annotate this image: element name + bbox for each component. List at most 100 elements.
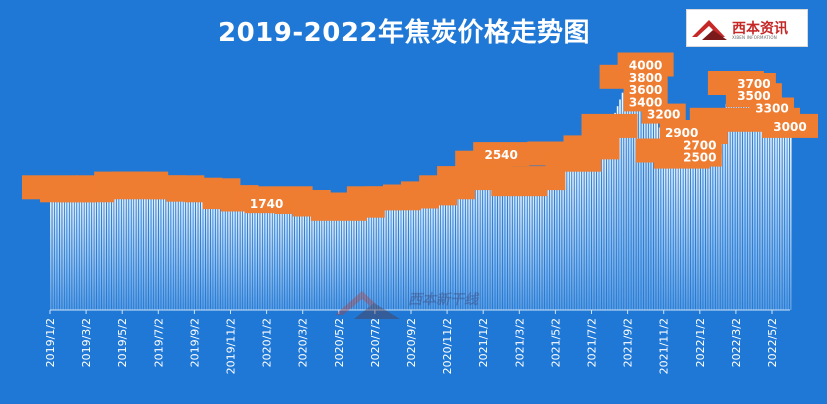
data-label: 3400 [629,95,662,109]
bar [371,199,374,310]
bar [725,103,728,310]
bar [641,67,644,310]
bar [755,97,757,310]
bar [196,189,198,310]
bar [173,187,176,310]
bar [262,199,265,310]
bar [661,139,663,310]
bar [532,179,535,310]
bar [535,178,537,310]
bar [770,117,772,311]
bar [584,152,587,310]
bar [614,112,616,311]
bar [730,93,733,310]
bar [540,174,542,310]
bar [240,198,243,310]
bar [428,193,431,310]
bar [485,161,488,310]
bar [102,187,104,310]
bar [696,137,698,310]
logo-roof-icon [692,20,727,40]
bar [458,181,460,310]
data-label: 3600 [629,83,662,97]
bar [356,205,359,310]
bar [747,91,750,310]
bar [653,103,656,311]
bar [252,199,255,310]
bar [92,189,94,310]
bar [552,157,554,310]
bar [505,161,507,310]
bar [394,198,396,310]
bar [708,126,710,310]
bar [109,186,111,310]
bar [201,190,203,310]
bar [465,177,468,310]
bar [181,187,183,310]
data-label: 2700 [683,138,716,152]
bar [198,189,201,310]
bar [309,203,312,310]
bar [475,169,478,310]
bar [498,155,500,310]
bar [688,147,691,310]
bar [703,129,705,310]
bar [351,206,354,310]
bar [116,184,119,310]
bar [327,206,329,310]
bar [549,160,552,310]
bar [686,150,688,310]
bar [740,86,743,310]
bar [512,173,515,310]
bar [416,195,418,310]
chart-title: 2019-2022年焦炭价格走势图 [218,18,591,48]
data-label: 1740 [250,197,283,211]
x-tick-label: 2020/7/2 [369,318,382,367]
bar [557,154,559,310]
bar [450,185,453,310]
bar [79,190,82,310]
bar [411,196,413,310]
data-label-box [244,193,289,214]
bar [260,199,262,310]
bar [495,156,498,310]
x-tick-label: 2022/3/2 [730,318,743,367]
bar [111,185,114,310]
bar [616,106,619,310]
bar [235,197,238,310]
bar [671,153,673,310]
bar [413,196,416,310]
bar [144,184,146,310]
bar [72,190,74,310]
bar [723,108,725,310]
bar [178,187,181,310]
bar [158,187,161,310]
bar [621,92,624,310]
bar [634,72,636,311]
bar [463,179,465,310]
bar [735,83,738,310]
bar [62,189,64,310]
bar [468,175,470,310]
bar [265,199,267,310]
bar [302,202,304,310]
bar [168,187,171,310]
bar [304,202,307,310]
bar [329,206,332,310]
bar [473,171,475,310]
watermark-roof-icon [335,291,400,319]
bar [700,131,703,310]
bar [520,183,522,310]
bar [334,207,337,310]
bar [562,155,564,310]
bar [292,199,295,310]
bar [785,124,787,310]
x-tick-label: 2019/11/2 [225,318,238,374]
bar [470,173,473,310]
bar [275,199,277,310]
bar [522,183,525,310]
bar [750,92,752,310]
bar [366,201,369,310]
logo-subtext: XIBEN INFORMATION [732,35,777,40]
bar [106,186,109,310]
